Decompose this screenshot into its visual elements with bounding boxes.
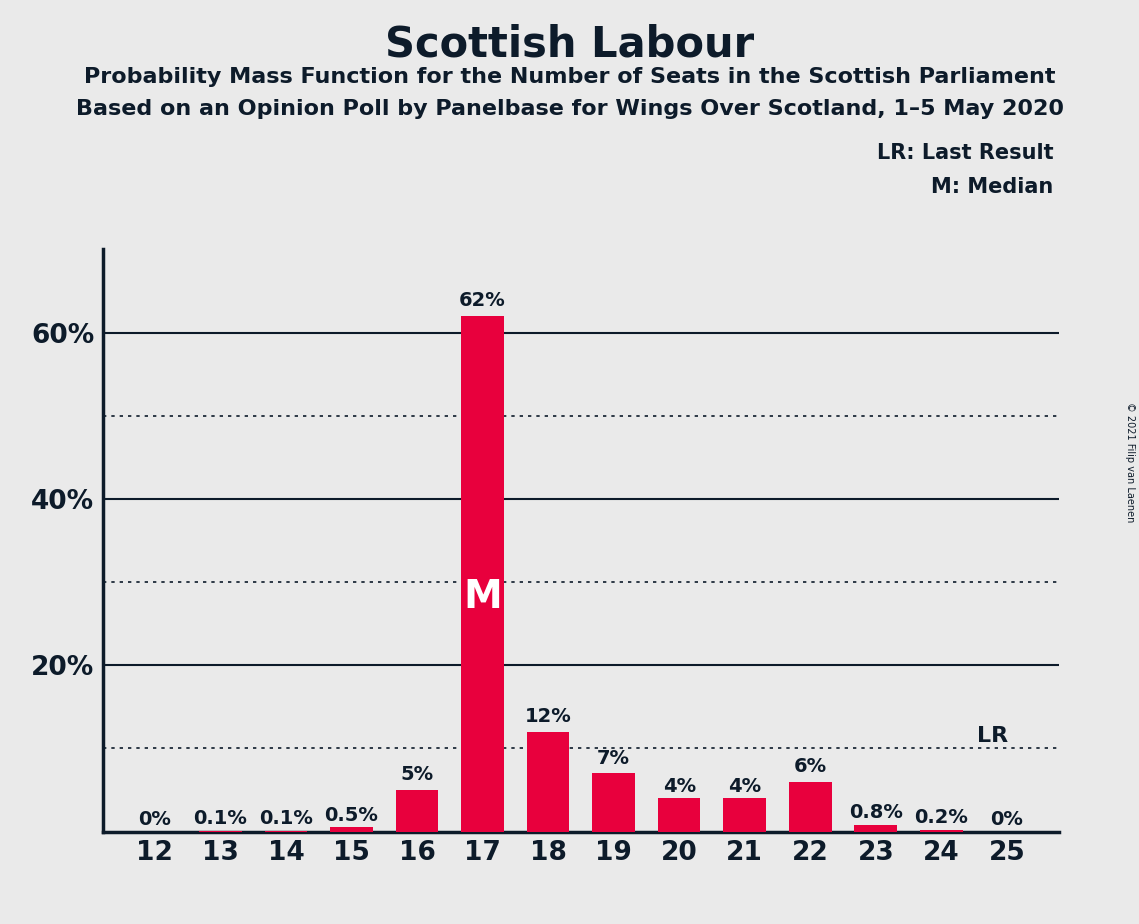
- Text: M: Median: M: Median: [932, 177, 1054, 198]
- Bar: [461, 316, 503, 832]
- Text: 0.8%: 0.8%: [849, 804, 903, 822]
- Text: 4%: 4%: [728, 777, 761, 796]
- Text: 12%: 12%: [525, 707, 572, 726]
- Text: 62%: 62%: [459, 291, 506, 310]
- Text: Scottish Labour: Scottish Labour: [385, 23, 754, 65]
- Bar: [527, 732, 570, 832]
- Text: LR: Last Result: LR: Last Result: [877, 143, 1054, 164]
- Text: LR: LR: [977, 726, 1008, 746]
- Text: 0.1%: 0.1%: [259, 809, 313, 828]
- Text: © 2021 Filip van Laenen: © 2021 Filip van Laenen: [1125, 402, 1134, 522]
- Text: 0.1%: 0.1%: [194, 809, 247, 828]
- Text: 0%: 0%: [991, 810, 1023, 829]
- Text: 0%: 0%: [139, 810, 171, 829]
- Bar: [592, 773, 634, 832]
- Text: 4%: 4%: [663, 777, 696, 796]
- Bar: [920, 830, 962, 832]
- Text: Based on an Opinion Poll by Panelbase for Wings Over Scotland, 1–5 May 2020: Based on an Opinion Poll by Panelbase fo…: [75, 99, 1064, 119]
- Bar: [789, 782, 831, 832]
- Bar: [330, 828, 372, 832]
- Bar: [395, 790, 439, 832]
- Text: M: M: [464, 578, 502, 616]
- Text: Probability Mass Function for the Number of Seats in the Scottish Parliament: Probability Mass Function for the Number…: [84, 67, 1055, 87]
- Text: 5%: 5%: [401, 765, 434, 784]
- Text: 7%: 7%: [597, 748, 630, 768]
- Text: 0.5%: 0.5%: [325, 806, 378, 825]
- Text: 0.2%: 0.2%: [915, 808, 968, 828]
- Bar: [854, 825, 898, 832]
- Bar: [658, 798, 700, 832]
- Text: 6%: 6%: [794, 757, 827, 776]
- Bar: [723, 798, 767, 832]
